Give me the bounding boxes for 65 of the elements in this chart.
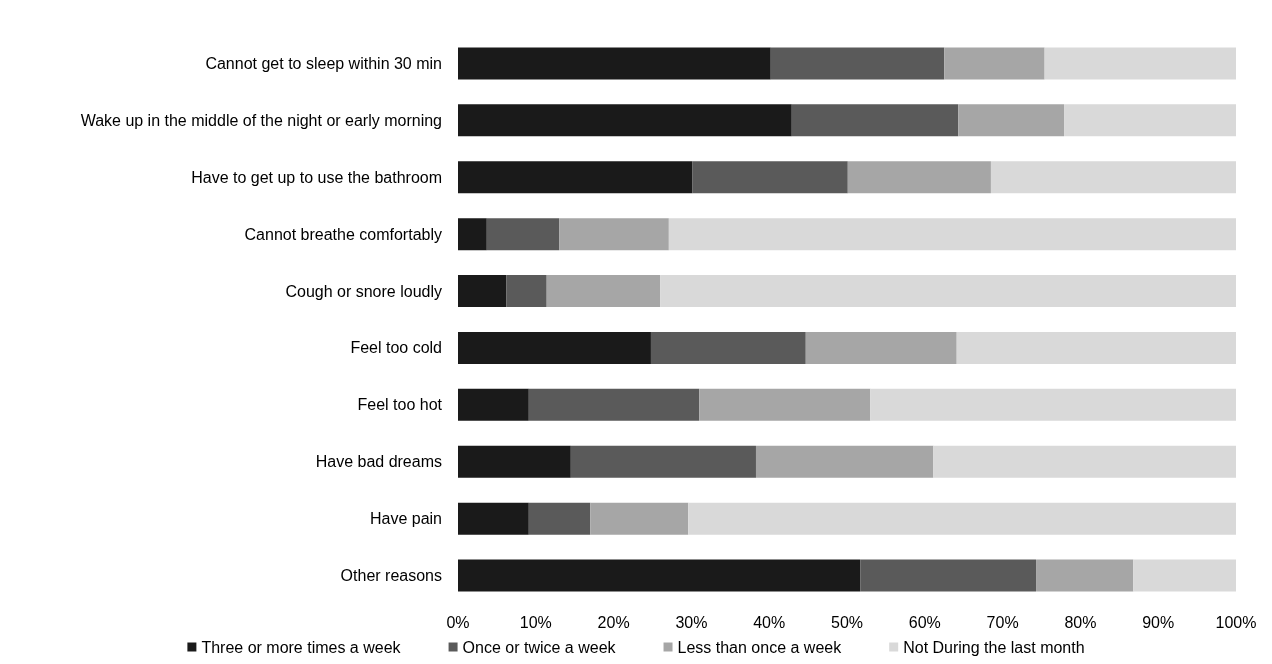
bar bbox=[486, 218, 560, 251]
bar bbox=[458, 331, 651, 364]
bar bbox=[458, 445, 571, 478]
y-tick-label: Feel too hot bbox=[357, 396, 443, 414]
bar bbox=[692, 161, 848, 194]
bar bbox=[688, 502, 1236, 535]
bar bbox=[958, 104, 1065, 137]
bar bbox=[933, 445, 1236, 478]
bar bbox=[847, 161, 991, 194]
bar bbox=[870, 388, 1236, 421]
y-tick-label: Wake up in the middle of the night or early morning bbox=[80, 111, 442, 129]
bar bbox=[546, 275, 661, 308]
bar bbox=[1133, 559, 1236, 592]
bar bbox=[1044, 47, 1236, 80]
bar bbox=[458, 388, 529, 421]
legend-label: Less than once a week bbox=[677, 638, 843, 656]
x-tick-label: 30% bbox=[675, 613, 708, 631]
bar bbox=[990, 161, 1236, 194]
x-tick-label: 90% bbox=[1142, 613, 1175, 631]
bar bbox=[528, 388, 700, 421]
x-tick-label: 60% bbox=[908, 613, 941, 631]
bar bbox=[1064, 104, 1236, 137]
bar bbox=[755, 445, 934, 478]
bar bbox=[668, 218, 1236, 251]
bar bbox=[559, 218, 669, 251]
y-tick-label: Have to get up to use the bathroom bbox=[191, 168, 442, 186]
bar bbox=[458, 161, 693, 194]
bar bbox=[805, 331, 957, 364]
bar bbox=[770, 47, 945, 80]
y-tick-label: Cough or snore loudly bbox=[285, 282, 442, 300]
bar bbox=[458, 502, 529, 535]
x-tick-label: 40% bbox=[753, 613, 786, 631]
x-tick-label: 20% bbox=[597, 613, 630, 631]
x-tick-label: 0% bbox=[446, 613, 470, 631]
legend-label: Once or twice a week bbox=[462, 638, 617, 656]
bar bbox=[590, 502, 689, 535]
bar bbox=[458, 559, 861, 592]
bar bbox=[506, 275, 547, 308]
bar bbox=[650, 331, 806, 364]
bar bbox=[860, 559, 1037, 592]
x-tick-label: 50% bbox=[830, 613, 864, 631]
bar bbox=[944, 47, 1045, 80]
bar bbox=[570, 445, 756, 478]
y-tick-label: Have pain bbox=[369, 510, 442, 528]
bar bbox=[1036, 559, 1134, 592]
bar bbox=[458, 104, 792, 137]
bar bbox=[528, 502, 591, 535]
x-tick-label: 80% bbox=[1064, 613, 1097, 631]
y-tick-label: Cannot breathe comfortably bbox=[244, 225, 442, 243]
legend-label: Not During the last month bbox=[903, 638, 1085, 656]
bar bbox=[458, 275, 507, 308]
bar bbox=[699, 388, 871, 421]
bar bbox=[458, 218, 487, 251]
x-tick-label: 70% bbox=[986, 613, 1019, 631]
y-tick-label: Feel too cold bbox=[350, 339, 442, 357]
y-tick-label: Have bad dreams bbox=[315, 453, 442, 471]
x-tick-label: 100% bbox=[1215, 613, 1257, 631]
y-tick-label: Other reasons bbox=[340, 567, 442, 585]
bar bbox=[791, 104, 959, 137]
y-tick-label: Cannot get to sleep within 30 min bbox=[205, 54, 442, 72]
bar bbox=[458, 47, 771, 80]
bar bbox=[660, 275, 1236, 308]
x-tick-label: 10% bbox=[519, 613, 552, 631]
legend-label: Three or more times a week bbox=[201, 638, 402, 656]
bar bbox=[956, 331, 1236, 364]
